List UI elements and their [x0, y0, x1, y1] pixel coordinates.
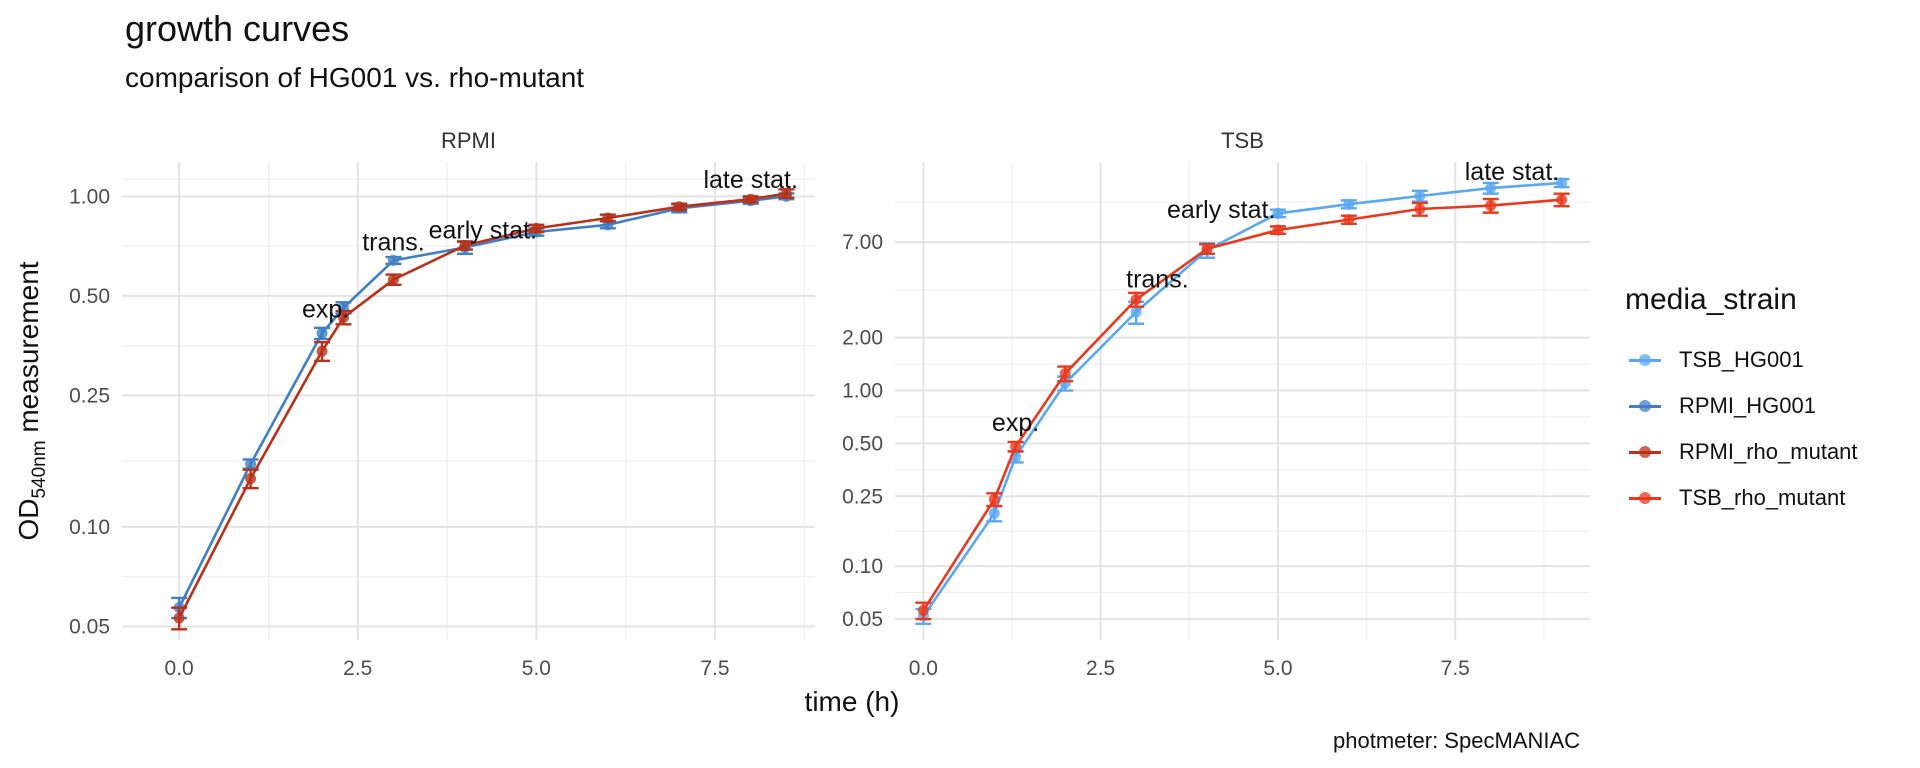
data-point-tsb-rho-mutant	[1010, 441, 1022, 453]
legend-title: media_strain	[1625, 283, 1797, 316]
data-point-rpmi-hg001	[316, 327, 328, 339]
phase-annotation: early stat.	[429, 217, 537, 245]
legend: media_strain TSB_HG001 RPMI_HG001 RPMI_r…	[1625, 283, 1858, 521]
data-point-rpmi-rho-mutant	[173, 612, 185, 624]
legend-item-tsb-hg001: TSB_HG001	[1625, 337, 1858, 383]
data-point-rpmi-rho-mutant	[387, 274, 399, 286]
phase-annotation: early stat.	[1167, 196, 1275, 224]
y-tick-label: 1.00	[842, 380, 883, 403]
data-point-rpmi-rho-mutant	[602, 212, 614, 224]
legend-key	[1625, 350, 1665, 370]
facet-label: RPMI	[441, 128, 496, 153]
data-point-tsb-hg001	[1130, 306, 1142, 318]
panel-tsb: TSB 0.0 2.5 5.0 7.5 0.05 0.10 0.25 0.50 1.00 2.00 7…	[842, 128, 1590, 680]
chart-subtitle: comparison of HG001 vs. rho-mutant	[125, 62, 585, 93]
legend-item-tsb-rho-mutant: TSB_rho_mutant	[1625, 475, 1858, 521]
x-tick-label: 2.5	[1086, 657, 1115, 680]
y-axis-label-main: OD	[13, 499, 44, 541]
x-tick-label: 7.5	[700, 657, 729, 680]
x-tick-label: 5.0	[522, 657, 551, 680]
data-point-rpmi-rho-mutant	[745, 193, 757, 205]
x-axis-label: time (h)	[805, 686, 900, 717]
y-tick-label: 0.25	[69, 384, 110, 407]
data-point-rpmi-rho-mutant	[245, 473, 257, 485]
facet-label: TSB	[1221, 128, 1264, 153]
chart-title: growth curves	[125, 8, 350, 49]
data-point-tsb-hg001	[1272, 207, 1284, 219]
data-point-rpmi-rho-mutant	[316, 345, 328, 357]
data-point-rpmi-rho-mutant	[337, 311, 349, 323]
legend-key	[1625, 488, 1665, 508]
data-point-tsb-rho-mutant	[988, 493, 1000, 505]
data-point-rpmi-rho-mutant	[780, 187, 792, 199]
y-axis-label-rest: measurement	[13, 261, 44, 440]
legend-label: TSB_HG001	[1679, 347, 1804, 372]
x-tick-label: 0.0	[165, 657, 194, 680]
y-axis-label: OD540nm measurement	[13, 261, 50, 540]
x-tick-label: 0.0	[909, 657, 938, 680]
legend-label: TSB_rho_mutant	[1679, 485, 1846, 510]
x-tick-label: 5.0	[1263, 657, 1292, 680]
series-line-rpmi-rho-mutant	[178, 192, 787, 619]
data-point-tsb-rho-mutant	[1485, 200, 1497, 212]
legend-item-rpmi-hg001: RPMI_HG001	[1625, 383, 1858, 429]
y-tick-label: 0.50	[69, 285, 110, 308]
panel-rpmi: RPMI 0.0 2.5 5.0 7.5 0.05 0.10 0.25 0.50 1.00 exp.…	[69, 128, 815, 680]
data-point-tsb-rho-mutant	[1556, 194, 1568, 206]
phase-annotation: exp.	[302, 295, 349, 323]
x-tick-label: 2.5	[343, 657, 372, 680]
series-line-tsb-hg001	[922, 181, 1562, 617]
phase-annotation: exp.	[992, 409, 1039, 437]
phase-annotation: late stat.	[703, 166, 798, 194]
legend-label: RPMI_HG001	[1679, 393, 1816, 418]
y-axis-label-subscript: 540nm	[29, 440, 50, 498]
data-point-rpmi-rho-mutant	[459, 239, 471, 251]
data-point-rpmi-hg001	[245, 458, 257, 470]
data-point-tsb-hg001	[1485, 182, 1497, 194]
chart-caption: photmeter: SpecMANIAC	[1333, 728, 1580, 753]
data-point-tsb-hg001	[1556, 177, 1568, 189]
phase-annotation: late stat.	[1465, 158, 1560, 186]
y-tick-label: 0.05	[842, 608, 883, 631]
series-line-rpmi-hg001	[178, 195, 787, 609]
legend-key	[1625, 442, 1665, 462]
data-point-tsb-hg001	[1414, 190, 1426, 202]
phase-annotation: trans.	[1126, 266, 1189, 294]
data-point-tsb-rho-mutant	[1201, 243, 1213, 255]
legend-label: RPMI_rho_mutant	[1679, 439, 1858, 464]
y-tick-label: 0.10	[842, 555, 883, 578]
x-tick-label: 7.5	[1441, 657, 1470, 680]
data-point-rpmi-hg001	[387, 254, 399, 266]
data-point-tsb-rho-mutant	[1130, 293, 1142, 305]
data-point-tsb-hg001	[1343, 198, 1355, 210]
data-point-tsb-rho-mutant	[1272, 224, 1284, 236]
data-point-tsb-rho-mutant	[1059, 368, 1071, 380]
data-point-tsb-rho-mutant	[1343, 214, 1355, 226]
data-point-rpmi-rho-mutant	[530, 222, 542, 234]
series-line-tsb-rho-mutant	[922, 198, 1562, 612]
y-tick-label: 0.10	[69, 516, 110, 539]
y-tick-label: 0.05	[69, 615, 110, 638]
y-tick-label: 0.25	[842, 485, 883, 508]
data-point-tsb-rho-mutant	[917, 604, 929, 616]
data-point-rpmi-rho-mutant	[673, 201, 685, 213]
y-tick-label: 7.00	[842, 231, 883, 254]
y-tick-label: 1.00	[69, 185, 110, 208]
phase-annotation: trans.	[362, 229, 425, 257]
y-tick-label: 0.50	[842, 432, 883, 455]
legend-key	[1625, 396, 1665, 416]
y-tick-label: 2.00	[842, 327, 883, 350]
data-point-tsb-rho-mutant	[1414, 203, 1426, 215]
legend-item-rpmi-rho-mutant: RPMI_rho_mutant	[1625, 429, 1858, 475]
data-point-tsb-hg001	[988, 507, 1000, 519]
